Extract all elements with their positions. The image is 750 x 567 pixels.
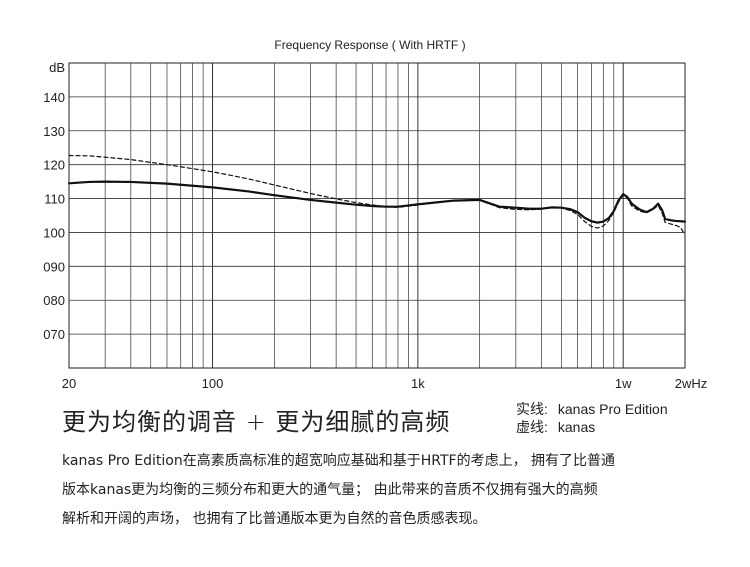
plot-frame [68,62,686,369]
y-tick-label: 070 [43,327,65,342]
legend-dashed-key: 虚线: [516,419,548,435]
legend-item-dashed: 虚线: kanas [516,418,668,436]
legend-dashed-name: kanas [557,419,596,435]
series-line-kanas-pro-edition [67,180,687,224]
frequency-response-chart: Frequency Response ( With HRTF ) dB 1401… [43,38,707,391]
y-tick-label: 090 [43,259,65,274]
x-tick-label: 1w [615,376,632,391]
series-line-kanas [68,154,686,236]
description-line: 解析和开阔的声场， 也拥有了比普通版本更为自然的音色质感表现。 [62,511,487,527]
x-tick-label: 100 [202,376,224,391]
x-tick-label: 1k [411,376,425,391]
legend-solid-name: kanas Pro Edition [557,401,668,417]
grid [69,63,685,368]
y-tick-label: 080 [43,293,65,308]
description-line: kanas Pro Edition在高素质高标准的超宽响应基础和基于HRTF的考… [62,453,616,469]
chart-title: Frequency Response ( With HRTF ) [274,38,465,52]
y-axis-unit: dB [49,60,65,75]
axis-labels: 140 130 120 110 100 090 080 070 20 100 1k 1w 2wHz [43,90,707,391]
x-tick-label: 20 [62,376,76,391]
series-lines [67,154,687,236]
description: kanas Pro Edition在高素质高标准的超宽响应基础和基于HRTF的考… [62,447,712,534]
legend-solid-key: 实线: [516,401,548,417]
y-tick-label: 110 [44,192,65,207]
description-line: 版本kanas更为均衡的三频分布和更大的通气量； 由此带来的音质不仅拥有强大的高… [62,482,598,498]
legend-item-solid: 实线: kanas Pro Edition [516,400,668,418]
y-tick-label: 130 [43,124,65,139]
headline: 更为均衡的调音 + 更为细腻的高频 [62,408,451,436]
y-tick-label: 120 [43,158,65,173]
x-tick-label: 2wHz [675,376,708,391]
y-tick-label: 100 [43,225,65,240]
legend: 实线: kanas Pro Edition 虚线: kanas [516,400,668,436]
y-tick-label: 140 [43,90,65,105]
